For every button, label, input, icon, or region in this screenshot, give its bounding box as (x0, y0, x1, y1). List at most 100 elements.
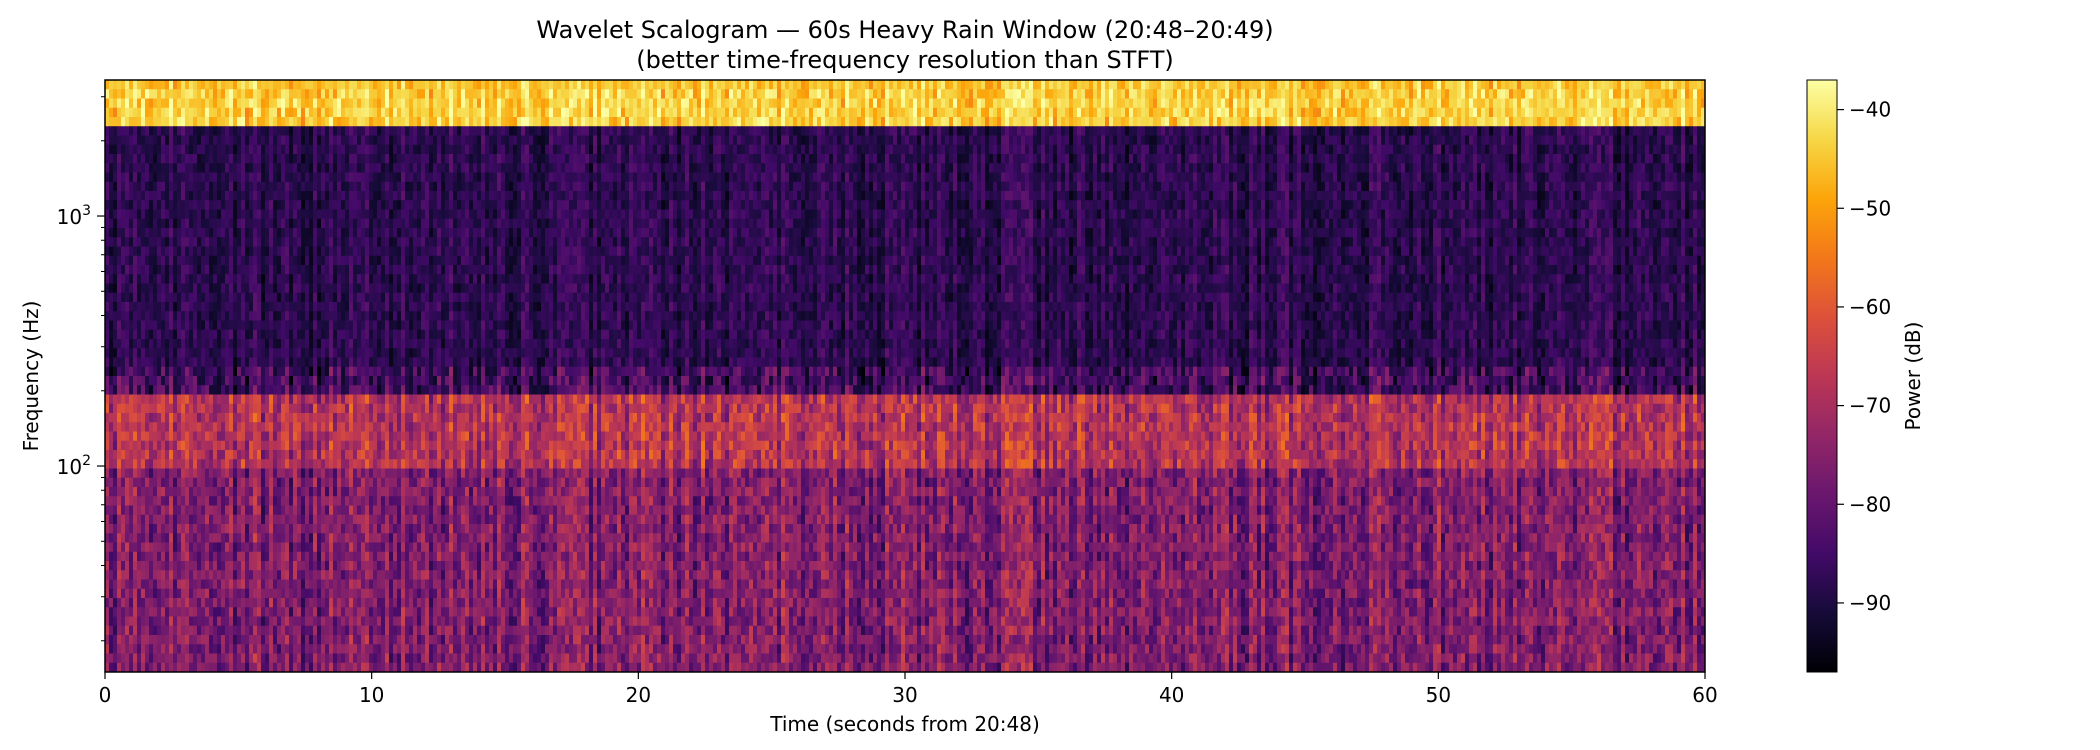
heatmap-cell (1373, 99, 1378, 109)
heatmap-cell (381, 99, 386, 109)
heatmap-cell (1249, 89, 1254, 99)
heatmap-cell (281, 99, 286, 109)
heatmap-cell (485, 89, 490, 99)
heatmap-cell (577, 108, 582, 118)
heatmap-cell (257, 99, 262, 109)
heatmap-cell (817, 89, 822, 99)
heatmap-cell (525, 108, 530, 118)
heatmap-cell (305, 99, 310, 109)
heatmap-cell (485, 80, 490, 90)
heatmap-cell (589, 80, 594, 90)
heatmap-cell (1537, 99, 1542, 109)
heatmap-cell (1097, 99, 1102, 109)
heatmap-cell (357, 108, 362, 118)
heatmap-cell (1149, 99, 1154, 109)
heatmap-cell (605, 89, 610, 99)
heatmap-cell (1241, 89, 1246, 99)
heatmap-cell (861, 99, 866, 109)
chart-title: Wavelet Scalogram — 60s Heavy Rain Windo… (536, 16, 1273, 44)
heatmap-cell (397, 89, 402, 99)
heatmap-cell (1625, 89, 1630, 99)
heatmap-cell (361, 108, 366, 118)
heatmap-cell (1393, 99, 1398, 109)
heatmap-cell (1365, 89, 1370, 99)
heatmap-cell (801, 80, 806, 90)
heatmap-cell (289, 89, 294, 99)
heatmap-cell (405, 99, 410, 109)
heatmap-cell (1597, 89, 1602, 99)
heatmap-cell (457, 80, 462, 90)
heatmap-cell (889, 99, 894, 109)
heatmap-cell (589, 89, 594, 99)
heatmap-cell (117, 80, 122, 90)
heatmap-cell (177, 80, 182, 90)
heatmap-cell (1161, 80, 1166, 90)
heatmap-cell (593, 80, 598, 90)
heatmap-cell (1389, 99, 1394, 109)
heatmap-cell (681, 99, 686, 109)
heatmap-cell (1633, 89, 1638, 99)
heatmap-cell (1145, 99, 1150, 109)
heatmap-cell (1485, 89, 1490, 99)
heatmap-cell (449, 80, 454, 90)
heatmap-cell (249, 80, 254, 90)
heatmap-cell (237, 99, 242, 109)
heatmap-cell (1517, 89, 1522, 99)
heatmap-cell (1357, 80, 1362, 90)
heatmap-cell (1401, 80, 1406, 90)
heatmap-cell (449, 89, 454, 99)
heatmap-cell (761, 99, 766, 109)
heatmap-cell (1197, 89, 1202, 99)
heatmap-cell (585, 89, 590, 99)
heatmap-cell (673, 80, 678, 90)
heatmap-cell (417, 99, 422, 109)
heatmap-cell (653, 89, 658, 99)
heatmap-cell (389, 89, 394, 99)
heatmap-cell (413, 80, 418, 90)
heatmap-cell (365, 99, 370, 109)
heatmap-cell (269, 108, 274, 118)
heatmap-cell (1273, 99, 1278, 109)
heatmap-cell (461, 99, 466, 109)
heatmap-cell (1101, 80, 1106, 90)
heatmap-cell (1693, 99, 1698, 109)
heatmap-cell (921, 80, 926, 90)
heatmap-cell (1237, 89, 1242, 99)
heatmap-cell (1461, 80, 1466, 90)
heatmap-cell (1013, 99, 1018, 109)
heatmap-cell (145, 89, 150, 99)
heatmap-cell (129, 99, 134, 109)
heatmap-cell (757, 80, 762, 90)
heatmap-cell (1225, 80, 1230, 90)
heatmap-cell (637, 80, 642, 90)
heatmap-cell (1137, 80, 1142, 90)
heatmap-cell (1053, 99, 1058, 109)
heatmap-cell (337, 80, 342, 90)
heatmap-cell (849, 89, 854, 99)
heatmap-cell (917, 99, 922, 109)
heatmap-cell (625, 108, 630, 118)
heatmap-cell (777, 89, 782, 99)
heatmap-cell (349, 89, 354, 99)
heatmap-cell (1129, 80, 1134, 90)
heatmap-cell (841, 99, 846, 109)
heatmap-cell (533, 108, 538, 118)
heatmap-cell (1665, 89, 1670, 99)
heatmap-cell (501, 99, 506, 109)
heatmap-cell (1581, 99, 1586, 109)
heatmap-cell (1489, 80, 1494, 90)
heatmap-cell (1085, 80, 1090, 90)
heatmap-cell (1353, 89, 1358, 99)
heatmap-cell (445, 89, 450, 99)
heatmap-cell (1289, 99, 1294, 109)
heatmap-cell (285, 108, 290, 118)
heatmap-cell (465, 99, 470, 109)
heatmap-cell (721, 99, 726, 109)
heatmap-cell (617, 99, 622, 109)
heatmap-cell (349, 99, 354, 109)
heatmap-cell (805, 89, 810, 99)
heatmap-cell (1657, 80, 1662, 90)
heatmap-cell (621, 89, 626, 99)
heatmap-cell (1533, 80, 1538, 90)
heatmap-cell (333, 108, 338, 118)
